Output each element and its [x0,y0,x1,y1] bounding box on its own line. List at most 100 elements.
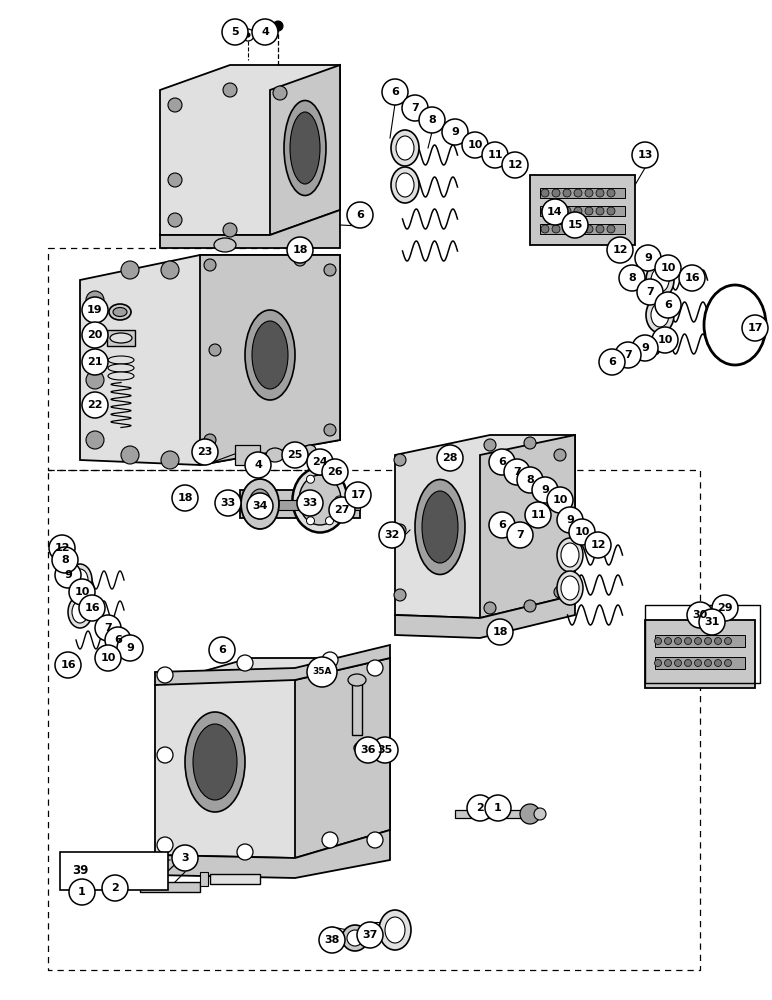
Text: 12: 12 [612,245,628,255]
Text: 10: 10 [657,335,672,345]
Text: 18: 18 [178,493,193,503]
Circle shape [615,342,641,368]
Circle shape [569,519,595,545]
Circle shape [563,207,571,215]
Text: 7: 7 [516,530,524,540]
Circle shape [121,446,139,464]
Text: 14: 14 [547,207,563,217]
Text: 7: 7 [411,103,419,113]
Circle shape [86,291,104,309]
Circle shape [599,349,625,375]
Circle shape [675,660,682,666]
Circle shape [372,737,398,763]
Circle shape [715,660,722,666]
Circle shape [246,33,250,37]
Circle shape [402,95,428,121]
Circle shape [517,467,543,493]
Circle shape [552,189,560,197]
Circle shape [82,322,108,348]
Text: 3: 3 [181,853,189,863]
Ellipse shape [245,310,295,400]
Circle shape [563,189,571,197]
Circle shape [552,207,560,215]
Circle shape [532,477,558,503]
Ellipse shape [704,285,766,365]
Circle shape [252,19,278,45]
Text: 17: 17 [747,323,763,333]
Polygon shape [295,658,390,858]
Circle shape [326,475,334,483]
Text: 8: 8 [628,273,636,283]
Ellipse shape [284,101,326,196]
Circle shape [607,237,633,263]
Circle shape [297,490,323,516]
Text: 33: 33 [303,498,317,508]
Circle shape [554,586,566,598]
Ellipse shape [68,596,92,628]
Text: 38: 38 [324,935,340,945]
Circle shape [121,261,139,279]
Circle shape [322,652,338,668]
Text: 2: 2 [476,803,484,813]
Ellipse shape [391,130,419,166]
Text: 26: 26 [327,467,343,477]
Circle shape [282,442,308,468]
Text: 1: 1 [78,887,86,897]
Circle shape [297,496,305,504]
Circle shape [242,29,254,41]
Ellipse shape [359,744,371,752]
Text: 9: 9 [566,515,574,525]
Polygon shape [480,435,575,618]
Text: 6: 6 [218,645,226,655]
Text: 2: 2 [111,883,119,893]
Circle shape [161,451,179,469]
Circle shape [489,512,515,538]
Circle shape [105,627,131,653]
Circle shape [715,638,722,645]
Text: 39: 39 [72,864,88,878]
Ellipse shape [290,112,320,184]
Circle shape [95,645,121,671]
Ellipse shape [193,724,237,800]
Bar [240,500,360,510]
Circle shape [712,595,738,621]
Circle shape [507,522,533,548]
Circle shape [69,879,95,905]
Text: 25: 25 [287,450,303,460]
Bar [540,188,625,198]
Ellipse shape [347,930,363,946]
Bar [240,490,360,518]
Text: 33: 33 [220,498,235,508]
Ellipse shape [288,455,302,465]
Circle shape [273,21,283,31]
Circle shape [632,335,658,361]
Circle shape [157,747,173,763]
Text: 37: 37 [362,930,378,940]
Circle shape [585,207,593,215]
Text: 11: 11 [530,510,546,520]
Ellipse shape [651,268,669,292]
Circle shape [273,86,287,100]
Circle shape [574,207,582,215]
Text: 29: 29 [717,603,733,613]
Text: 9: 9 [451,127,459,137]
Circle shape [223,83,237,97]
Circle shape [245,452,271,478]
Text: 18: 18 [293,245,308,255]
Circle shape [117,635,143,661]
Circle shape [562,212,588,238]
Circle shape [168,173,182,187]
Circle shape [489,449,515,475]
Text: 8: 8 [428,115,436,125]
Circle shape [168,98,182,112]
Circle shape [665,638,672,645]
Text: 12: 12 [507,160,523,170]
Ellipse shape [379,910,411,950]
Text: 8: 8 [527,475,534,485]
Bar [455,810,525,818]
Circle shape [652,327,678,353]
Text: 6: 6 [664,300,672,310]
Ellipse shape [113,308,127,316]
Circle shape [69,579,95,605]
Circle shape [695,660,702,666]
